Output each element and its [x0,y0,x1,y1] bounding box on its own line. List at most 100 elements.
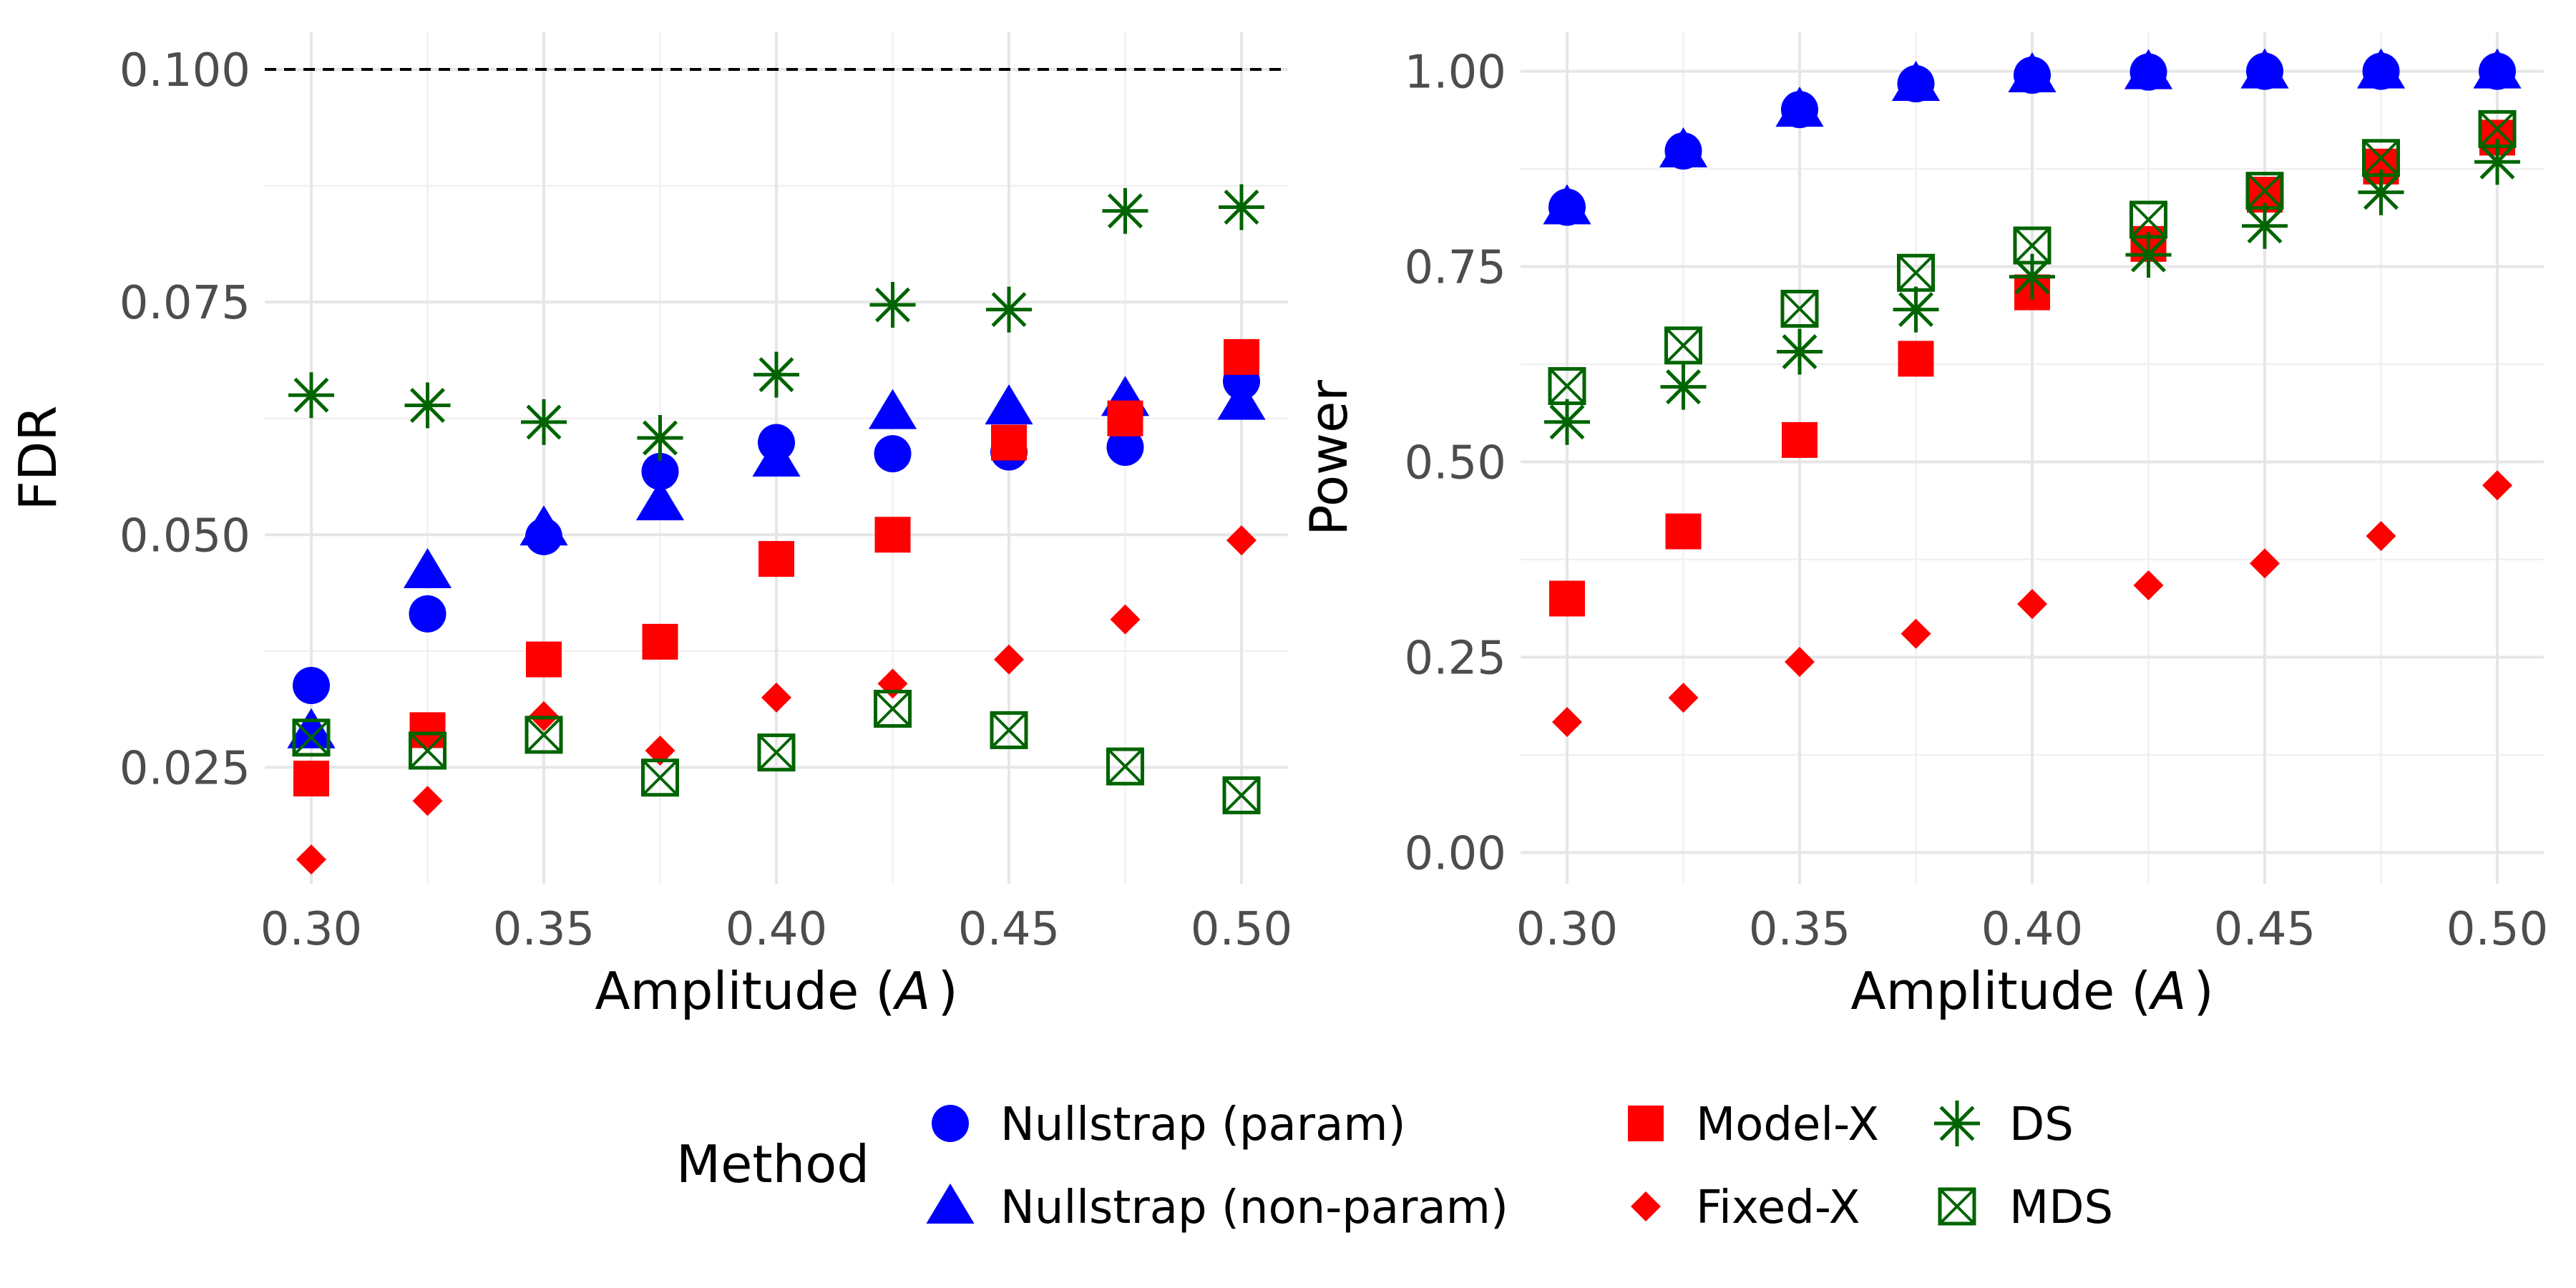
data-point [1668,683,1699,713]
data-point [761,682,791,713]
data-point [1552,707,1582,738]
data-point [2356,48,2406,89]
data-point [869,282,916,328]
data-point [2017,589,2047,620]
data-point [2478,109,2517,148]
data-point [2473,48,2522,89]
x-axis-title-var: A [892,961,930,1021]
y-tick-label: 0.075 [119,277,250,330]
data-point [1891,61,1941,102]
legend-item: Nullstrap (param) [932,1098,1406,1151]
data-point [637,415,683,462]
series-mds [1548,109,2517,406]
x-tick-label: 0.30 [1516,903,1619,956]
data-point [645,736,675,766]
legend-item: DS [1934,1098,2074,1151]
data-point [404,382,451,429]
data-point [1226,525,1257,556]
legend-item: Fixed-X [1631,1181,1860,1234]
y-tick-label: 0.050 [119,509,250,562]
data-point [1110,604,1141,635]
legend-key-circle-icon [932,1105,969,1142]
data-point [1660,364,1707,410]
data-point [2366,521,2396,552]
legend-item: Model-X [1628,1098,1879,1151]
fdr-panel: 0.025 0.050 0.075 0.100 0.30 0.35 0.40 0.45 0.50… [8,32,1292,1021]
x-tick-label: 0.50 [2446,903,2549,956]
x-tick-label: 0.45 [958,903,1060,956]
x-axis-title: Amplitude (A) [595,961,957,1021]
data-point [293,761,329,797]
data-point [1106,429,1144,467]
data-point [2133,570,2164,600]
legend-label: MDS [2009,1181,2113,1234]
data-point [525,716,563,754]
data-point [1224,338,1259,375]
data-point [1549,580,1585,617]
x-axis-title-close: ) [938,961,958,1021]
data-point [1106,747,1144,786]
data-point [991,424,1027,461]
data-point [874,517,911,553]
data-point [752,436,801,477]
data-point [1897,253,1935,292]
data-point [519,505,568,546]
y-tick-label: 0.025 [119,742,250,795]
legend-label: Nullstrap (param) [1000,1098,1406,1151]
data-point [526,641,562,678]
legend-item: Nullstrap (non-param) [926,1181,1508,1234]
y-tick-label: 0.00 [1405,827,1507,880]
data-point [868,389,917,429]
x-tick-label: 0.45 [2214,903,2316,956]
data-point [409,595,447,633]
data-point [753,351,799,398]
data-point [874,435,912,473]
data-point [1780,289,1819,328]
x-tick-label: 0.40 [1981,903,2084,956]
data-point [1659,127,1708,167]
data-point [641,452,679,490]
data-point [409,712,446,748]
x-tick-label: 0.35 [1749,903,1851,956]
legend-key-asterisk-icon [1934,1101,1980,1146]
data-point [403,548,452,589]
x-tick-label: 0.35 [493,903,595,956]
data-point [296,844,326,875]
y-tick-label: 0.100 [119,44,250,97]
x-axis-title: Amplitude (A) [1850,961,2213,1021]
y-tick-label: 0.25 [1405,632,1507,685]
y-tick-label: 1.00 [1405,47,1507,99]
legend-title: Method [676,1134,869,1194]
data-point [1102,187,1148,234]
data-point [1775,87,1824,127]
data-point [2125,232,2172,278]
data-point [874,689,912,728]
data-point [1548,367,1586,406]
legend-label: DS [2009,1098,2074,1151]
y-axis-title: Power [1299,380,1359,536]
data-point [412,786,443,816]
data-point [2482,470,2512,501]
legend-key-triangle-icon [926,1184,975,1224]
series-model-x [293,338,1259,797]
data-point [990,711,1028,749]
legend-item: MDS [1938,1181,2113,1234]
legend-label: Nullstrap (non-param) [1000,1181,1508,1234]
data-point [642,623,678,660]
data-point [1107,400,1143,436]
y-tick-label: 0.75 [1405,242,1507,295]
data-point [2013,226,2051,265]
data-point [1543,184,1591,225]
data-point [1777,328,1823,375]
data-point [877,668,908,699]
data-point [288,372,334,419]
data-point [1219,184,1264,230]
data-point [994,644,1024,675]
series-nullstrap-non-param [1543,48,2522,225]
data-point [409,731,447,770]
data-point [986,286,1032,333]
data-point [2245,172,2284,210]
legend-key-square-x-icon [1938,1187,1976,1226]
data-point [1665,513,1702,550]
